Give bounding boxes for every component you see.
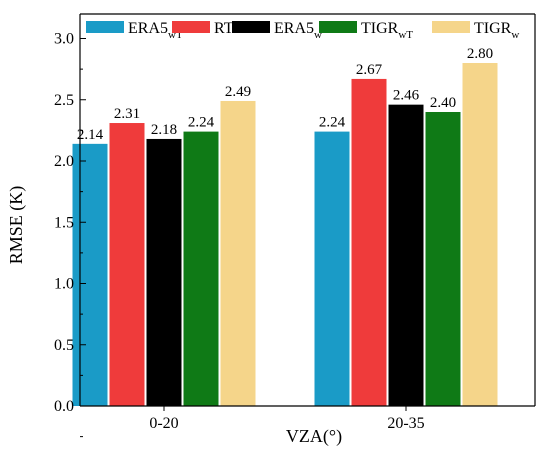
legend-swatch — [319, 21, 357, 33]
value-label: 2.18 — [151, 122, 177, 138]
legend-label: ERA5w — [274, 20, 322, 41]
bar-0-20-tigr-w — [220, 100, 256, 406]
legend-label: TIGRw — [474, 20, 519, 41]
bar-20-35-tigr-wt — [425, 112, 461, 406]
legend-swatch — [86, 21, 124, 33]
value-label: 2.31 — [114, 106, 140, 122]
bar-20-35-rte — [351, 78, 387, 407]
value-label: 2.24 — [188, 115, 215, 131]
y-tick-label: 0.5 — [54, 337, 74, 354]
bars — [72, 63, 498, 407]
bar-0-20-era5-wt — [72, 143, 108, 406]
axes: 0.0 0.5 1.0 1.5 2.0 2.5 3.0 0-20 20-35 — [54, 13, 536, 438]
y-tick-label: 0.0 — [54, 398, 74, 415]
y-tick-label: 2.5 — [54, 92, 74, 109]
x-axis-title: VZA(°) — [286, 426, 342, 447]
value-label: 2.24 — [319, 115, 346, 131]
value-label: 2.67 — [356, 62, 383, 78]
value-label: 2.80 — [467, 46, 493, 62]
y-tick-label: 1.5 — [54, 214, 74, 231]
value-label: 2.49 — [225, 84, 251, 100]
x-tick-label: 20-35 — [387, 415, 424, 432]
y-tick-label: 1.0 — [54, 276, 74, 293]
bar-20-35-era5-wt — [314, 131, 350, 406]
bar-20-35-tigr-w — [462, 63, 498, 406]
bar-0-20-rte — [109, 123, 145, 407]
bar-0-20-era5-w — [146, 138, 182, 406]
legend-label: TIGRwT — [361, 20, 413, 41]
y-axis-title: RMSE (K) — [6, 186, 27, 265]
value-label: 2.14 — [77, 127, 104, 143]
legend-swatch — [432, 21, 470, 33]
legend-swatch — [172, 21, 210, 33]
y-tick-label: 3.0 — [54, 31, 74, 48]
x-tick-label: 0-20 — [149, 415, 178, 432]
legend: ERA5wT RTE ERA5w TIGRwT TIGRw — [86, 20, 519, 41]
legend-swatch — [232, 21, 270, 33]
value-label: 2.46 — [393, 88, 420, 104]
bar-20-35-era5-w — [388, 104, 424, 407]
value-labels: 2.14 2.31 2.18 2.24 2.49 2.24 2.67 2.46 2.40 2.80 — [77, 46, 493, 143]
bar-0-20-tigr-wt — [183, 131, 219, 406]
y-tick-label: 2.0 — [54, 153, 74, 170]
value-label: 2.40 — [430, 95, 456, 111]
